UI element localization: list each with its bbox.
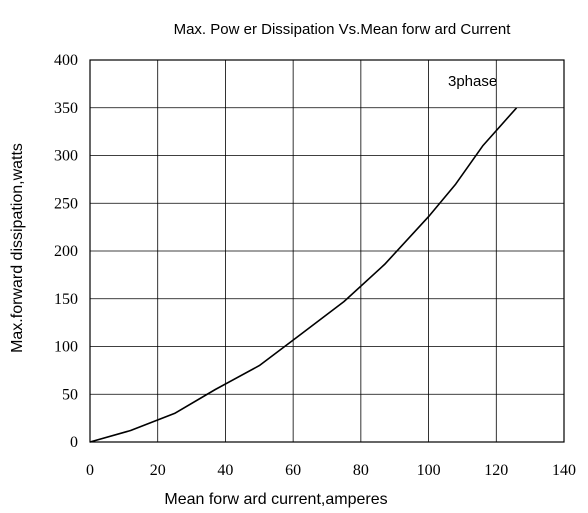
x-tick-label: 80 xyxy=(353,462,369,479)
y-tick-label: 50 xyxy=(62,386,78,403)
x-axis-label: Mean forw ard current,amperes xyxy=(164,491,387,508)
y-tick-label: 100 xyxy=(54,339,78,356)
y-axis-label: Max.forward dissipation,watts xyxy=(9,143,26,353)
x-tick-labels: 0 20 40 60 80 100 120 140 xyxy=(86,462,576,479)
x-tick-label: 60 xyxy=(285,462,301,479)
series-group xyxy=(89,107,518,443)
x-tick-label: 20 xyxy=(150,462,166,479)
x-tick-label: 120 xyxy=(484,462,508,479)
y-tick-label: 300 xyxy=(54,148,78,165)
y-tick-label: 150 xyxy=(54,291,78,308)
y-tick-label: 200 xyxy=(54,243,78,260)
y-tick-labels: 0 50 100 150 200 250 300 350 400 xyxy=(54,52,78,451)
series-line-0 xyxy=(89,107,518,443)
x-tick-label: 100 xyxy=(417,462,441,479)
chart-title: Max. Pow er Dissipation Vs.Mean forw ard… xyxy=(174,21,512,38)
y-tick-label: 0 xyxy=(70,434,78,451)
y-tick-label: 250 xyxy=(54,195,78,212)
annotation-3phase: 3phase xyxy=(448,73,497,90)
y-tick-label: 400 xyxy=(54,52,78,69)
x-tick-label: 140 xyxy=(552,462,576,479)
y-tick-label: 350 xyxy=(54,100,78,117)
grid xyxy=(89,59,565,443)
plot-frame xyxy=(89,59,565,443)
x-tick-label: 40 xyxy=(217,462,233,479)
x-tick-label: 0 xyxy=(86,462,94,479)
